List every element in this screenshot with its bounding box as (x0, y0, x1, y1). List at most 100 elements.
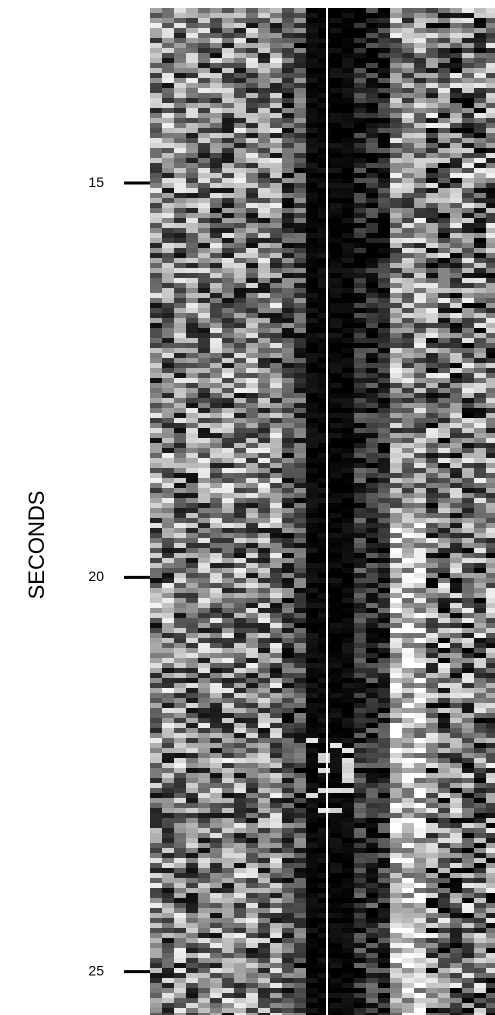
raster-cell (174, 718, 186, 723)
raster-cell (198, 853, 210, 858)
raster-cell (294, 763, 306, 768)
raster-cell (294, 583, 306, 588)
raster-cell (390, 633, 402, 638)
raster-cell (306, 393, 318, 398)
raster-cell (210, 88, 222, 93)
raster-cell (198, 108, 210, 113)
raster-cell (270, 913, 282, 918)
raster-cell (270, 768, 282, 773)
raster-cell (426, 63, 438, 68)
raster-cell (162, 353, 174, 358)
raster-cell (198, 98, 210, 103)
raster-cell (222, 53, 234, 58)
raster-cell (354, 818, 366, 823)
raster-cell (294, 393, 306, 398)
raster-cell (246, 238, 258, 243)
raster-cell (198, 358, 210, 363)
raster-cell (162, 428, 174, 433)
raster-cell (222, 713, 234, 718)
raster-cell (378, 813, 390, 818)
raster-cell (246, 228, 258, 233)
raster-cell (186, 448, 198, 453)
raster-cell (378, 533, 390, 538)
raster-cell (438, 393, 450, 398)
raster-cell (270, 23, 282, 28)
raster-cell (330, 728, 342, 733)
raster-cell (366, 613, 378, 618)
raster-cell (426, 748, 438, 753)
raster-cell (258, 368, 270, 373)
raster-cell (378, 863, 390, 868)
raster-cell (294, 363, 306, 368)
raster-cell (354, 528, 366, 533)
raster-cell (258, 643, 270, 648)
raster-cell (294, 958, 306, 963)
raster-cell (258, 848, 270, 853)
raster-cell (318, 963, 330, 968)
raster-cell (198, 233, 210, 238)
raster-cell (186, 813, 198, 818)
raster-cell (246, 828, 258, 833)
raster-cell (174, 653, 186, 658)
raster-cell (378, 78, 390, 83)
raster-cell (330, 113, 342, 118)
raster-cell (414, 233, 426, 238)
raster-cell (318, 148, 330, 153)
raster-cell (378, 953, 390, 958)
raster-cell (150, 88, 162, 93)
raster-cell (150, 358, 162, 363)
raster-cell (330, 828, 342, 833)
raster-cell (210, 903, 222, 908)
raster-cell (354, 538, 366, 543)
raster-cell (378, 763, 390, 768)
raster-cell (246, 978, 258, 983)
raster-cell (174, 73, 186, 78)
raster-cell (414, 298, 426, 303)
raster-cell (378, 8, 390, 13)
raster-cell (438, 493, 450, 498)
raster-cell (306, 848, 318, 853)
raster-cell (366, 683, 378, 688)
raster-cell (258, 863, 270, 868)
raster-cell (438, 203, 450, 208)
raster-cell (330, 468, 342, 473)
raster-cell (210, 928, 222, 933)
raster-cell (330, 998, 342, 1003)
raster-cell (354, 903, 366, 908)
raster-cell (414, 358, 426, 363)
raster-cell (354, 183, 366, 188)
raster-cell (366, 608, 378, 613)
raster-cell (342, 153, 354, 158)
raster-cell (210, 188, 222, 193)
raster-cell (330, 183, 342, 188)
raster-cell (354, 78, 366, 83)
raster-cell (366, 403, 378, 408)
raster-cell (174, 183, 186, 188)
raster-cell (390, 933, 402, 938)
raster-cell (222, 818, 234, 823)
raster-cell (390, 953, 402, 958)
raster-cell (354, 468, 366, 473)
raster-cell (426, 1013, 438, 1015)
raster-cell (210, 968, 222, 973)
raster-cell (162, 68, 174, 73)
raster-cell (270, 193, 282, 198)
raster-cell (282, 818, 294, 823)
raster-cell (210, 713, 222, 718)
raster-cell (210, 73, 222, 78)
raster-cell (390, 213, 402, 218)
raster-cell (426, 218, 438, 223)
raster-cell (150, 118, 162, 123)
raster-cell (402, 238, 414, 243)
raster-cell (222, 758, 234, 763)
raster-cell (282, 478, 294, 483)
raster-cell (258, 98, 270, 103)
raster-cell (366, 153, 378, 158)
raster-cell (246, 668, 258, 673)
raster-cell (222, 223, 234, 228)
raster-cell (378, 153, 390, 158)
raster-cell (282, 508, 294, 513)
raster-cell (402, 1013, 414, 1015)
raster-cell (342, 753, 354, 758)
raster-cell (390, 683, 402, 688)
